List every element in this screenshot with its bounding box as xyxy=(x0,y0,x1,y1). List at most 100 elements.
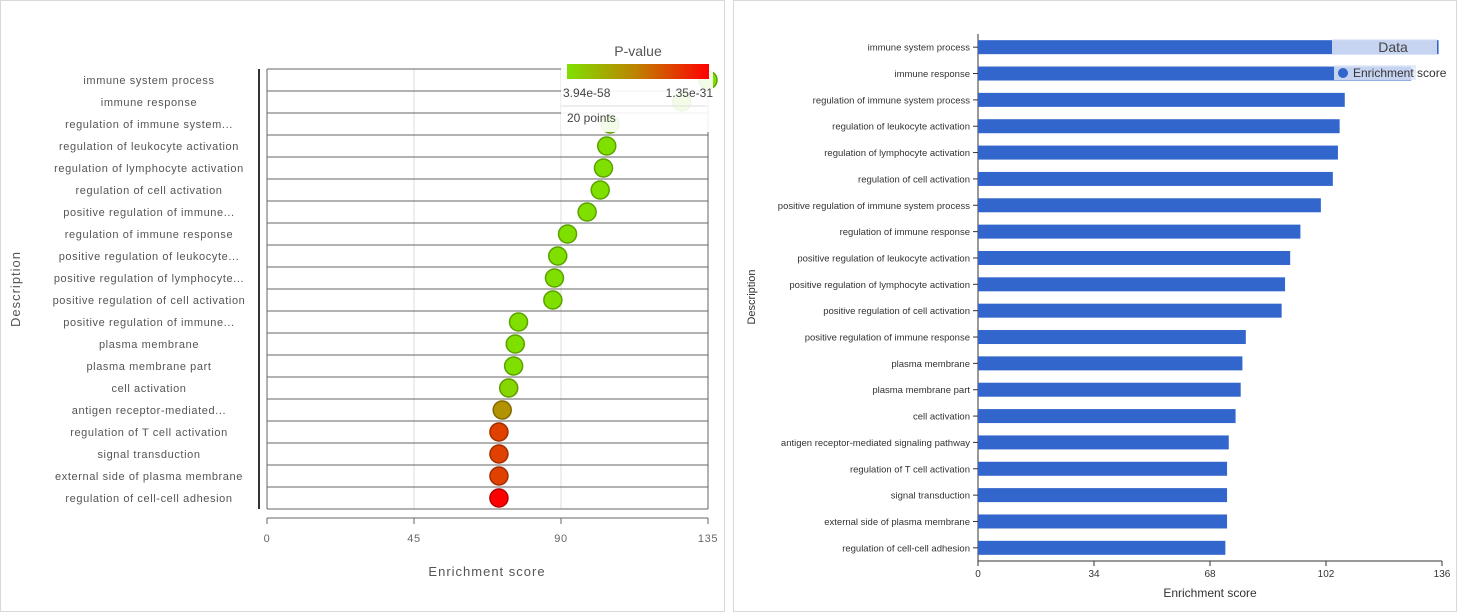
bar[interactable] xyxy=(978,330,1246,345)
category-label: regulation of cell activation xyxy=(858,174,970,185)
category-label: immune system process xyxy=(83,75,214,87)
legend-entry-background xyxy=(1334,65,1416,80)
category-label: regulation of immune response xyxy=(65,229,233,241)
data-point[interactable] xyxy=(503,356,524,376)
bar[interactable] xyxy=(978,382,1241,397)
legend-title: P-value xyxy=(614,43,662,59)
data-point[interactable] xyxy=(544,268,565,288)
x-axis-title: Enrichment score xyxy=(1163,586,1257,600)
category-label: regulation of T cell activation xyxy=(70,427,228,439)
bar[interactable] xyxy=(978,514,1228,529)
category-label: regulation of lymphocyte activation xyxy=(54,163,244,175)
y-axis-title: Description xyxy=(746,269,758,324)
category-label: regulation of immune system process xyxy=(813,95,971,106)
category-label: regulation of lymphocyte activation xyxy=(824,148,970,159)
category-label: positive regulation of leukocyte activat… xyxy=(797,253,970,264)
legend-entry-label: Enrichment score xyxy=(1353,66,1447,80)
category-label: immune system process xyxy=(868,43,971,54)
bar[interactable] xyxy=(978,303,1282,318)
category-label: signal transduction xyxy=(891,491,970,502)
category-label: immune response xyxy=(101,97,197,109)
category-label: cell activation xyxy=(913,412,970,423)
data-point[interactable] xyxy=(557,224,578,244)
y-axis-title: Description xyxy=(8,251,23,327)
bar[interactable] xyxy=(978,461,1228,476)
data-point[interactable] xyxy=(505,334,526,354)
category-label: plasma membrane xyxy=(99,339,199,351)
data-point[interactable] xyxy=(577,202,597,222)
category-label: positive regulation of immune... xyxy=(63,317,234,329)
legend-title-background xyxy=(1332,39,1437,54)
data-point[interactable] xyxy=(593,158,614,178)
x-axis-title: Enrichment score xyxy=(428,564,545,579)
category-label: plasma membrane part xyxy=(872,385,970,396)
category-label: regulation of leukocyte activation xyxy=(832,122,970,133)
category-label: regulation of leukocyte activation xyxy=(59,141,239,153)
category-label: immune response xyxy=(894,69,970,80)
bar[interactable] xyxy=(978,145,1338,160)
category-label: external side of plasma membrane xyxy=(55,471,243,483)
category-label: regulation of cell-cell adhesion xyxy=(65,493,232,505)
category-label: cell activation xyxy=(111,383,186,395)
dotplot-panel: immune system process immune response regu… xyxy=(0,0,725,612)
legend-max-label: 1.35e-31 xyxy=(666,86,714,100)
category-label: positive regulation of immune... xyxy=(63,207,234,219)
category-label: regulation of immune system... xyxy=(65,119,233,131)
data-point[interactable] xyxy=(596,136,617,156)
barchart-panel: immune system process immune response regu… xyxy=(733,0,1457,612)
data-point[interactable] xyxy=(492,400,512,420)
bar[interactable] xyxy=(978,171,1333,186)
legend-count-label: 20 points xyxy=(567,111,616,125)
category-label: regulation of immune response xyxy=(840,227,970,238)
data-point[interactable] xyxy=(547,246,568,266)
bar[interactable] xyxy=(978,224,1301,239)
data-point[interactable] xyxy=(590,180,610,200)
bar-series xyxy=(978,40,1439,555)
bar[interactable] xyxy=(978,66,1412,81)
data-point[interactable] xyxy=(489,444,509,464)
category-label: antigen receptor-mediated signaling path… xyxy=(781,438,970,449)
category-label: regulation of cell-cell adhesion xyxy=(842,543,970,554)
bar[interactable] xyxy=(978,119,1340,134)
x-tick-label: 34 xyxy=(1088,569,1100,580)
legend-background xyxy=(561,39,713,132)
x-tick-label: 90 xyxy=(554,533,567,545)
bar[interactable] xyxy=(978,277,1286,292)
category-label: external side of plasma membrane xyxy=(824,517,970,528)
category-label: positive regulation of immune system pro… xyxy=(778,201,970,212)
data-point[interactable] xyxy=(489,422,509,442)
x-tick-label: 135 xyxy=(698,533,718,545)
dotplot-chart: immune system process immune response regu… xyxy=(8,39,718,579)
category-label: positive regulation of immune response xyxy=(805,333,970,344)
data-point[interactable] xyxy=(489,466,509,486)
bar[interactable] xyxy=(978,488,1228,503)
category-label: positive regulation of leukocyte... xyxy=(59,251,240,263)
category-label: regulation of T cell activation xyxy=(850,464,970,475)
category-label: positive regulation of lymphocyte activa… xyxy=(789,280,970,291)
bar[interactable] xyxy=(978,409,1236,424)
data-point[interactable] xyxy=(543,290,563,310)
bar[interactable] xyxy=(978,92,1345,107)
bar[interactable] xyxy=(978,250,1291,265)
data-legend: Data Enrichment score xyxy=(1332,39,1447,80)
category-label: positive regulation of lymphocyte... xyxy=(54,273,244,285)
category-label: plasma membrane part xyxy=(86,361,211,373)
barchart-chart: immune system process immune response regu… xyxy=(746,34,1451,600)
x-tick-label: 0 xyxy=(975,569,981,580)
data-point[interactable] xyxy=(498,378,519,398)
data-point[interactable] xyxy=(508,312,529,332)
x-tick-label: 0 xyxy=(264,533,271,545)
bar[interactable] xyxy=(978,435,1229,450)
legend-series-marker[interactable] xyxy=(1338,68,1348,78)
bar[interactable] xyxy=(978,356,1243,371)
x-tick-label: 136 xyxy=(1434,569,1451,580)
bar[interactable] xyxy=(978,540,1226,555)
category-label: positive regulation of cell activation xyxy=(53,295,246,307)
x-tick-label: 45 xyxy=(407,533,420,545)
bar[interactable] xyxy=(978,40,1439,55)
legend-color-scale xyxy=(567,64,709,79)
category-label: plasma membrane xyxy=(891,359,970,370)
data-point[interactable] xyxy=(489,488,509,508)
bar[interactable] xyxy=(978,198,1321,213)
x-tick-label: 102 xyxy=(1318,569,1335,580)
